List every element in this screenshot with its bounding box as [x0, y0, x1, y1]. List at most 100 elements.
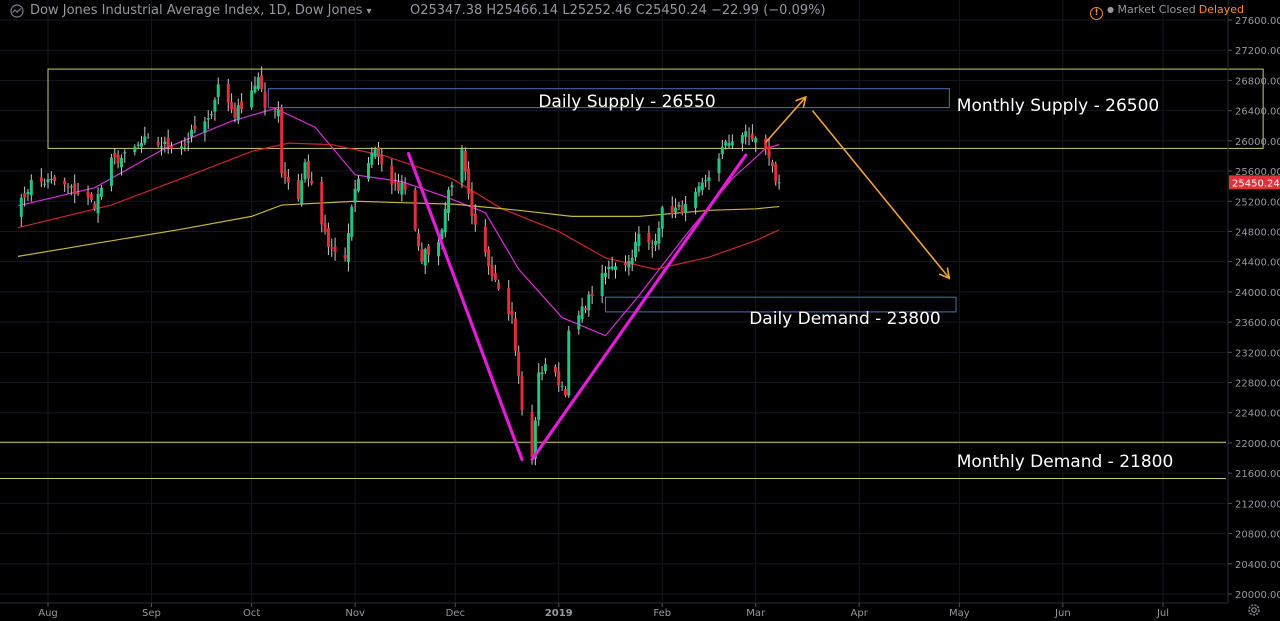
candle-body [170, 146, 174, 149]
candle-body [216, 84, 220, 97]
time-tick-label: 2019 [545, 608, 573, 619]
candle-body [750, 133, 754, 140]
symbol-title-text: Dow Jones Industrial Average Index, 1D, … [30, 3, 363, 18]
zone-label: Daily Demand - 23800 [749, 309, 941, 329]
candle-body [273, 111, 277, 113]
candle-body [440, 229, 444, 240]
zone-rect [267, 88, 950, 109]
price-tick-label: 24400.00 [1235, 258, 1280, 269]
candle-body [206, 117, 210, 120]
candle-body [420, 249, 424, 262]
candle-body [724, 141, 728, 146]
candle-body [560, 385, 564, 387]
time-tick-label: Apr [851, 608, 869, 619]
candle-body [373, 148, 377, 157]
candle-body [630, 257, 634, 264]
candle-body [93, 203, 97, 210]
candle-body [587, 294, 591, 311]
time-tick-label: Dec [446, 608, 465, 619]
candle-body [66, 186, 70, 188]
candle-body [747, 135, 751, 137]
candle-body [286, 176, 290, 183]
time-tick-label: May [949, 608, 970, 619]
time-tick-label: Nov [345, 608, 365, 619]
candle-body [53, 176, 57, 182]
candle-body [397, 182, 401, 191]
candle-body [507, 288, 511, 314]
candle-body [483, 226, 487, 253]
candle-body [727, 143, 731, 146]
candle-body [89, 193, 93, 200]
time-axis[interactable]: Aug Sep Oct Nov Dec 2019 Feb Mar Apr May Jun Jul [0, 602, 1228, 619]
candle-body [263, 91, 267, 109]
last-price-label: 25450.24 [1232, 178, 1280, 189]
candle-body [684, 204, 688, 213]
candle-body [46, 179, 50, 183]
candle-body [770, 162, 774, 167]
candle-body [730, 141, 734, 146]
candle-body [677, 204, 681, 207]
candle-body [26, 192, 30, 195]
candle-body [650, 246, 654, 249]
candle-body [393, 182, 397, 184]
candle-body [543, 364, 547, 372]
gear-icon[interactable] [1246, 602, 1262, 618]
symbol-title[interactable]: Dow Jones Industrial Average Index, 1D, … [30, 3, 372, 18]
price-tick-label: 26000.00 [1235, 137, 1280, 148]
price-tick-label: 27200.00 [1235, 46, 1280, 57]
candle-body [310, 180, 314, 184]
price-tick-label: 26800.00 [1235, 76, 1280, 87]
candle-body [283, 171, 287, 178]
candle-body [343, 254, 347, 259]
candle-body [76, 192, 80, 195]
candle-body [513, 318, 517, 351]
candle-body [674, 207, 678, 212]
time-tick-label: Sep [142, 608, 161, 619]
candle-body [323, 222, 327, 233]
last-price-badge [1229, 175, 1280, 190]
candle-body [627, 261, 631, 268]
moving-average-line [17, 200, 780, 257]
candle-body [366, 163, 370, 179]
market-status: ! ● Market Closed Delayed [1090, 3, 1244, 20]
candle-body [49, 179, 53, 181]
candle-body [520, 376, 524, 410]
candle-body [614, 266, 618, 271]
chevron-down-icon[interactable]: ▾ [366, 6, 372, 17]
candle-body [764, 138, 768, 150]
candle-body [427, 245, 431, 255]
candle-body [306, 161, 310, 179]
candle-body [356, 178, 360, 191]
moving-average-line [17, 142, 780, 270]
chart-settings-icon[interactable] [10, 4, 24, 18]
candle-body [303, 162, 307, 180]
time-tick-label: Feb [653, 608, 671, 619]
candle-body [203, 121, 207, 133]
price-tick-label: 20000.00 [1235, 590, 1280, 601]
candle-body [210, 114, 214, 116]
time-tick-label: Mar [746, 608, 766, 619]
candle-body [133, 146, 137, 153]
candle-body [143, 136, 147, 143]
candle-body [654, 240, 658, 245]
candle-body [69, 186, 73, 188]
candle-body [680, 205, 684, 214]
candle-body [73, 183, 77, 195]
zone-rect [47, 68, 1264, 149]
price-tick-label: 22400.00 [1235, 409, 1280, 420]
candle-body [463, 151, 467, 172]
candle-body [326, 228, 330, 247]
price-axis[interactable]: 27600.00 27200.00 26800.00 26400.00 26000.00… [1227, 0, 1280, 603]
candle-body [253, 85, 257, 93]
candle-body [470, 190, 474, 217]
candle-body [740, 135, 744, 144]
zone-label: Monthly Demand - 21800 [957, 452, 1174, 472]
candle-body [707, 177, 711, 181]
candle-body [487, 249, 491, 267]
candle-body [557, 371, 561, 386]
candle-body [160, 146, 164, 148]
candle-body [213, 99, 217, 112]
price-tick-label: 21600.00 [1235, 469, 1280, 480]
trend-line [530, 153, 748, 462]
